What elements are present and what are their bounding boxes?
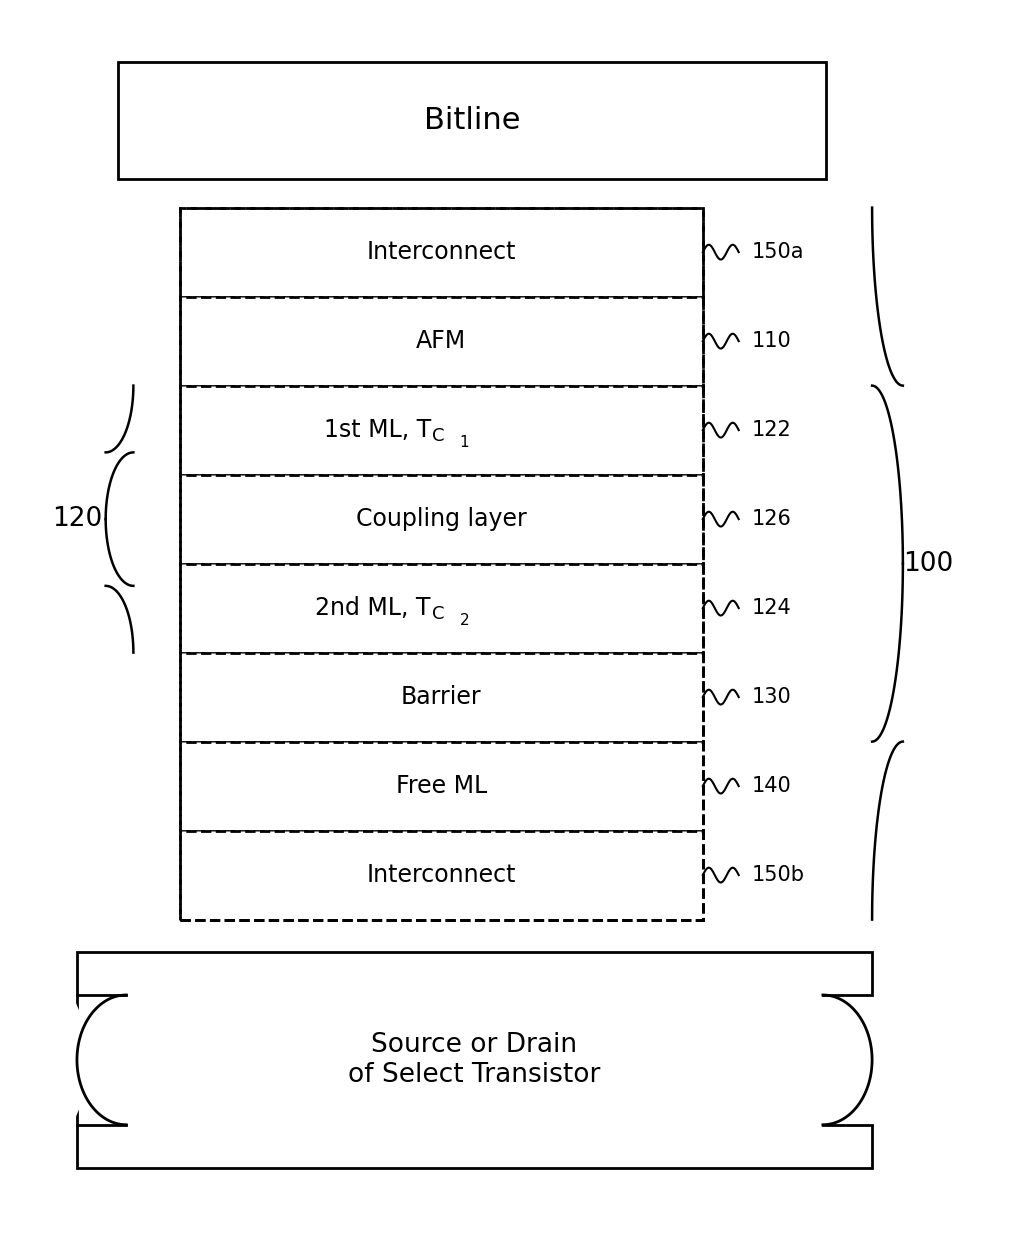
Text: Bitline: Bitline <box>424 106 520 135</box>
Bar <box>180 475 703 564</box>
Text: 124: 124 <box>752 598 792 618</box>
Polygon shape <box>72 995 126 1125</box>
Bar <box>180 297 703 386</box>
Text: 110: 110 <box>752 331 792 351</box>
Bar <box>180 831 703 920</box>
Text: 122: 122 <box>752 420 792 440</box>
Text: Free ML: Free ML <box>396 774 486 798</box>
Bar <box>180 564 703 653</box>
Text: 2: 2 <box>460 613 469 628</box>
Text: 100: 100 <box>904 550 953 577</box>
Text: 2nd ML, T: 2nd ML, T <box>315 596 431 620</box>
Text: Interconnect: Interconnect <box>366 863 516 887</box>
Bar <box>77 952 872 1168</box>
Text: 140: 140 <box>752 776 792 796</box>
Text: 120: 120 <box>52 506 102 533</box>
Polygon shape <box>823 995 877 1125</box>
Text: C: C <box>432 606 444 623</box>
Text: C: C <box>432 428 444 445</box>
Text: 1st ML, T: 1st ML, T <box>323 418 431 442</box>
Bar <box>180 208 703 920</box>
Text: AFM: AFM <box>417 329 466 353</box>
Text: Coupling layer: Coupling layer <box>356 507 526 531</box>
Text: 150a: 150a <box>752 242 804 262</box>
Text: 126: 126 <box>752 509 792 529</box>
Text: 1: 1 <box>460 435 469 450</box>
Text: Barrier: Barrier <box>401 685 481 709</box>
Bar <box>180 653 703 742</box>
Text: 150b: 150b <box>752 865 805 885</box>
Bar <box>180 742 703 831</box>
Text: Source or Drain
of Select Transistor: Source or Drain of Select Transistor <box>349 1032 600 1088</box>
Bar <box>118 62 826 179</box>
Bar <box>180 208 703 297</box>
Text: Interconnect: Interconnect <box>366 240 516 265</box>
Bar <box>180 386 703 475</box>
Text: 130: 130 <box>752 687 792 707</box>
